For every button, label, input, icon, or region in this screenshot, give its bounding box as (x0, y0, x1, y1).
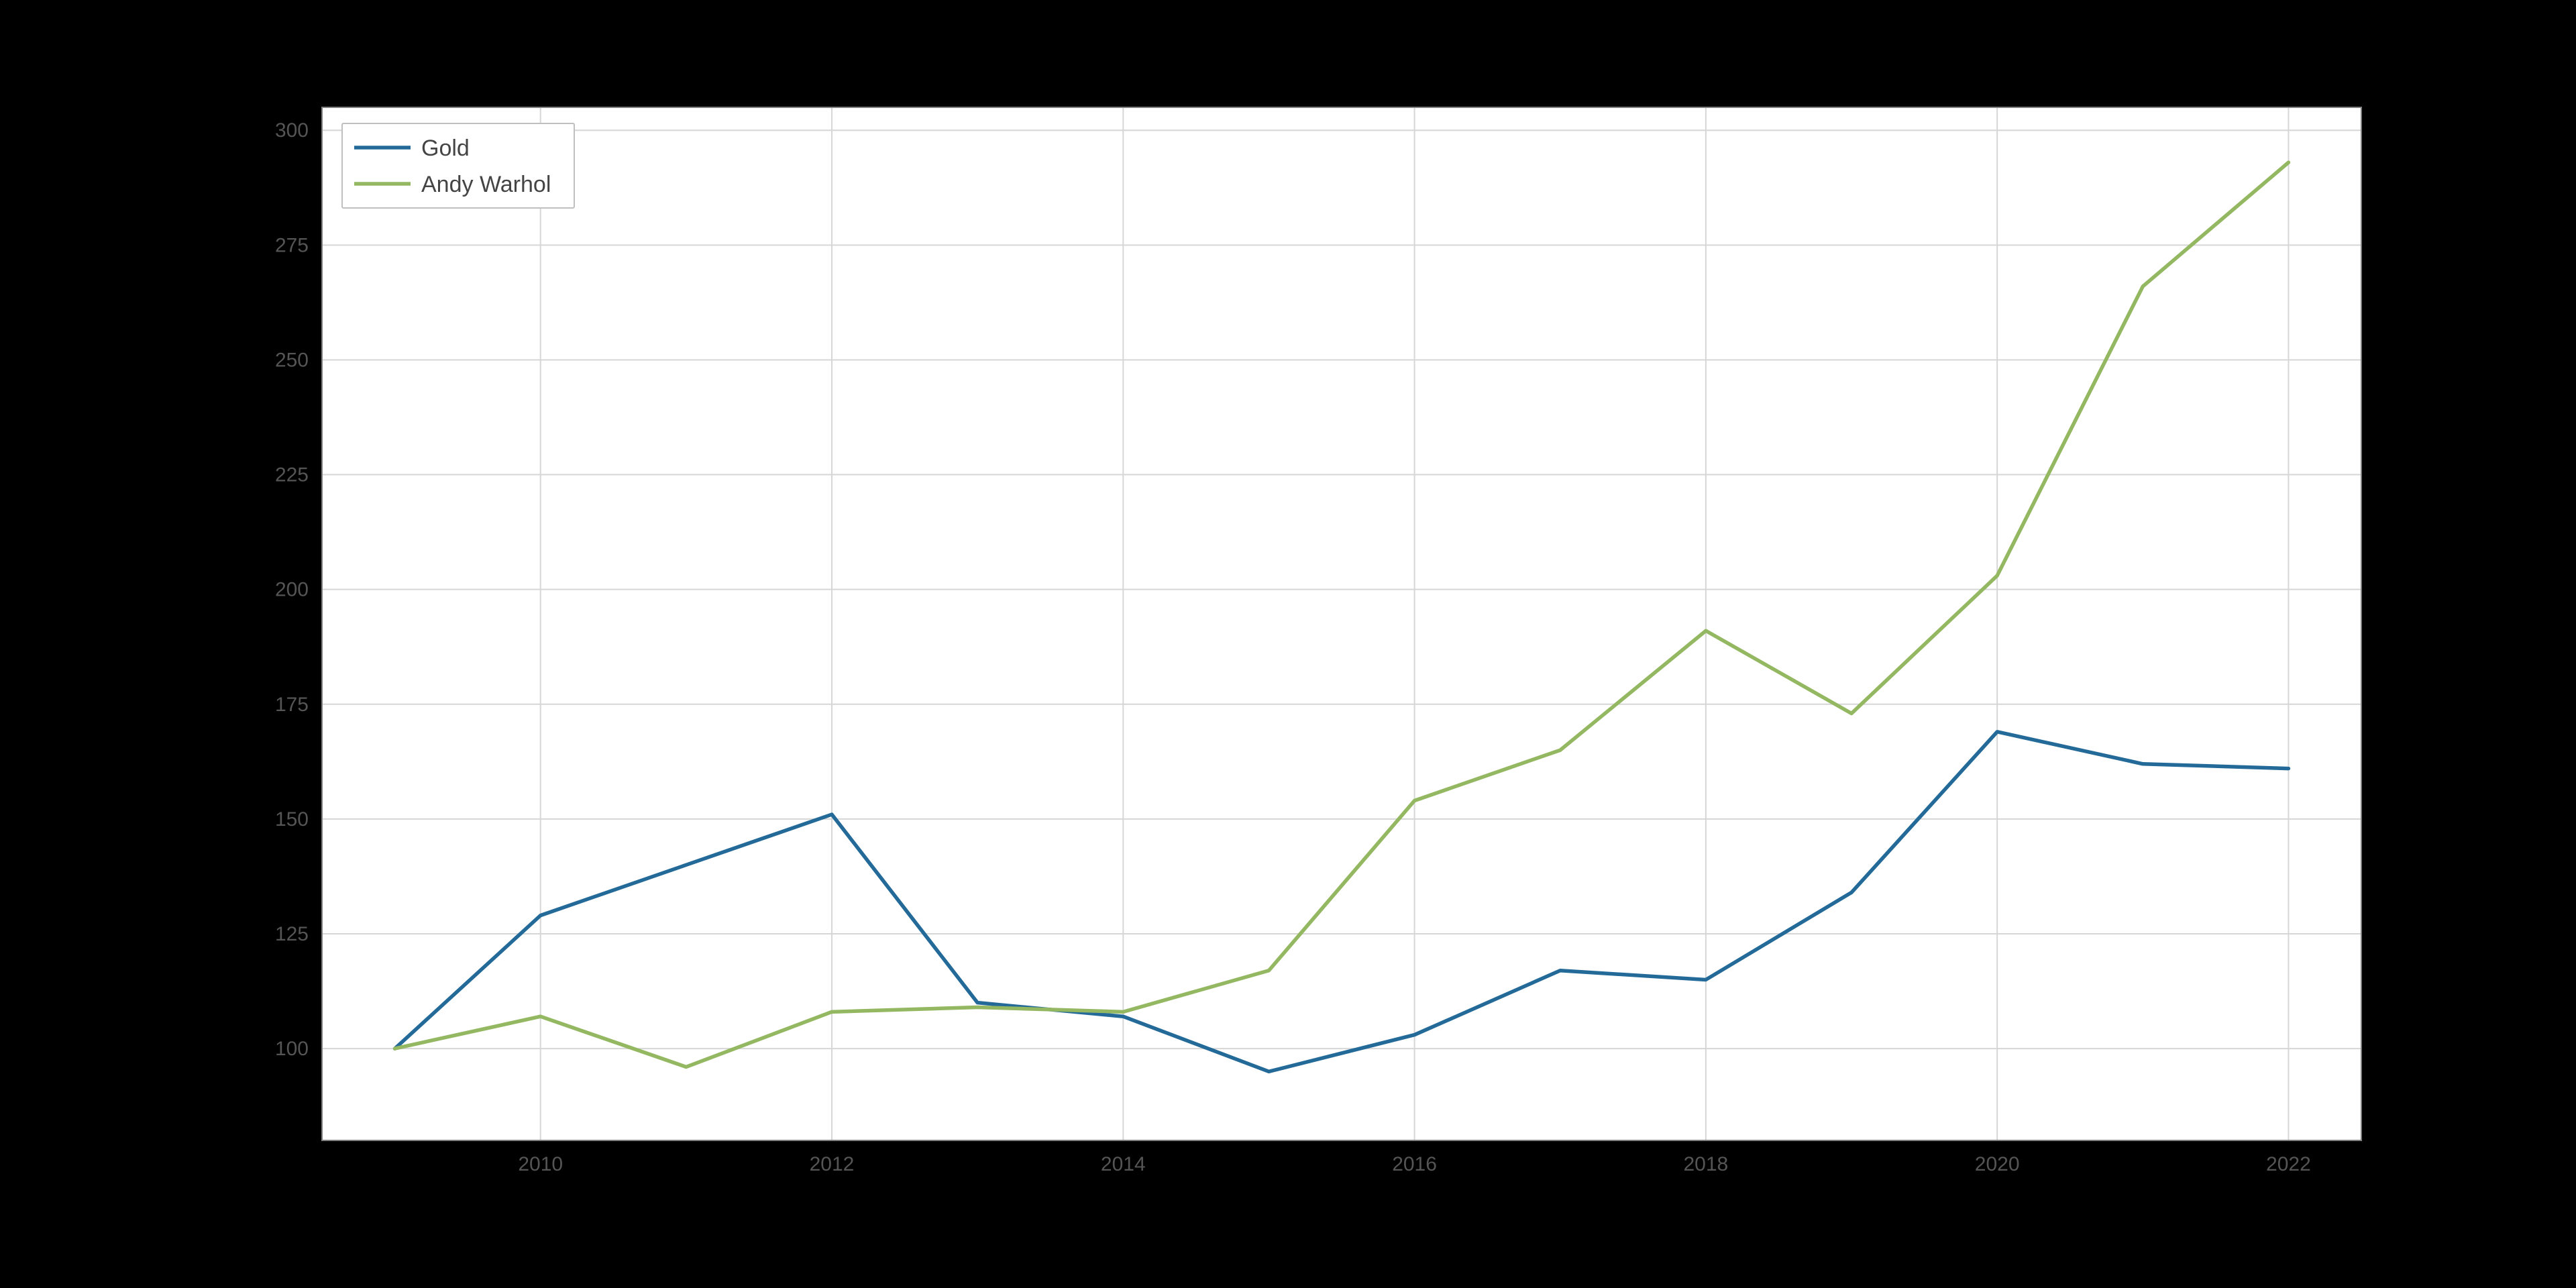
y-tick-label: 150 (275, 808, 309, 830)
legend: Gold Andy Warhol (342, 123, 574, 208)
y-tick-label: 225 (275, 464, 309, 486)
x-tick-label: 2014 (1101, 1153, 1146, 1175)
y-tick-label: 300 (275, 119, 309, 142)
y-tick-label: 100 (275, 1038, 309, 1060)
y-tick-label: 175 (275, 694, 309, 716)
x-tick-label: 2018 (1683, 1153, 1728, 1175)
line-chart: 2010 2012 2014 2016 2018 2020 2022 100 125 150 175… (188, 67, 2388, 1221)
y-tick-label: 275 (275, 234, 309, 256)
x-tick-label: 2016 (1392, 1153, 1437, 1175)
chart-svg: 2010 2012 2014 2016 2018 2020 2022 100 125 150 175… (188, 67, 2388, 1221)
legend-label: Gold (421, 136, 470, 161)
x-tick-label: 2012 (810, 1153, 855, 1175)
y-tick-label: 125 (275, 923, 309, 945)
x-tick-label: 2020 (1975, 1153, 2020, 1175)
y-tick-label: 250 (275, 349, 309, 371)
y-tick-label: 200 (275, 579, 309, 601)
x-tick-label: 2010 (518, 1153, 563, 1175)
x-tick-label: 2022 (2266, 1153, 2311, 1175)
plot-background (322, 107, 2361, 1140)
legend-label: Andy Warhol (421, 172, 551, 197)
